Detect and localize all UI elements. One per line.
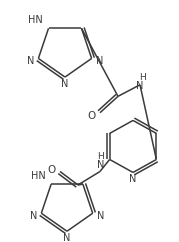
- Text: N: N: [97, 211, 104, 221]
- Text: N: N: [136, 81, 144, 91]
- Text: HN: HN: [30, 171, 45, 181]
- Text: N: N: [63, 233, 71, 242]
- Text: N: N: [129, 174, 137, 184]
- Text: O: O: [48, 165, 56, 174]
- Text: N: N: [61, 79, 69, 89]
- Text: N: N: [27, 56, 34, 66]
- Text: N: N: [30, 211, 37, 221]
- Text: N: N: [97, 160, 105, 170]
- Text: O: O: [88, 111, 96, 121]
- Text: N: N: [96, 56, 103, 66]
- Text: HN: HN: [28, 15, 43, 25]
- Text: H: H: [98, 151, 104, 161]
- Text: H: H: [139, 73, 145, 82]
